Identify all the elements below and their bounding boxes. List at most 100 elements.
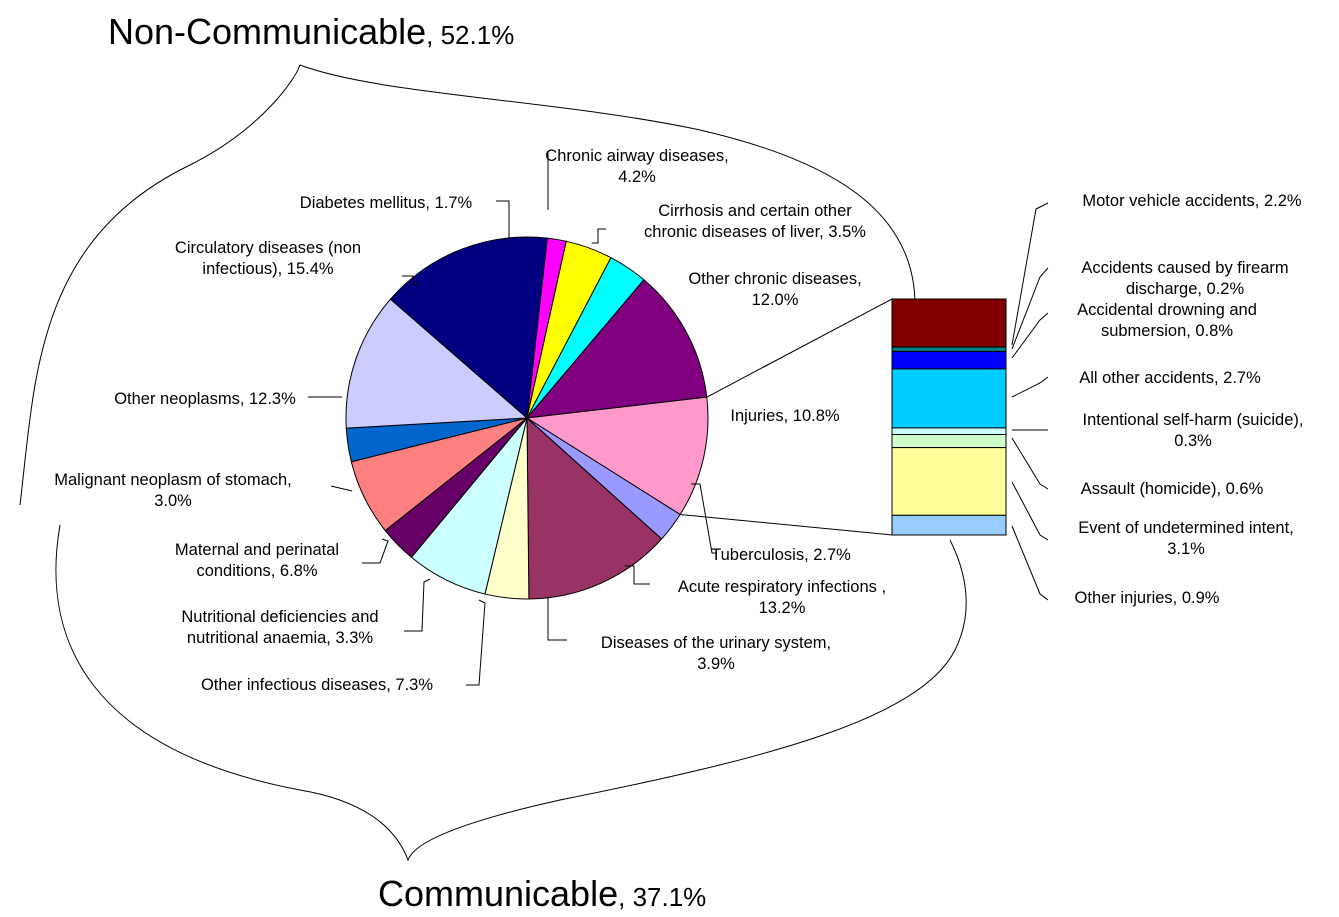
- leader-lines: [308, 152, 1049, 686]
- chart_data.pie-leader-5: [691, 483, 717, 554]
- chart_data.bar-label-6: Event of undetermined intent, 3.1%: [1078, 519, 1294, 558]
- chart_data.bar-leader-6: [1011, 481, 1049, 541]
- chart_data.pie-leader-6: [625, 565, 650, 585]
- chart_data.bar-label-2-line-0: Accidental drowning and: [1077, 301, 1257, 319]
- chart_data.pie-label-9: Nutritional deficiencies and nutritional …: [181, 608, 378, 647]
- chart_data.pie-leader-0: [496, 200, 510, 240]
- chart_data.pie-leader-7: [547, 597, 567, 641]
- chart_data.pie-label-3-line-0: Other chronic diseases,: [688, 270, 861, 288]
- chart_data.bar-leader-3: [1011, 376, 1049, 398]
- chart_data.pie-label-9-line-1: nutritional anaemia, 3.3%: [187, 629, 374, 647]
- pie-slice-injuries: [525, 396, 709, 516]
- chart_data.bar-label-6-line-1: 3.1%: [1167, 540, 1205, 558]
- chart_data.pie-label-13-line-0: Circulatory diseases (non: [175, 239, 361, 257]
- chart_data.pie-label-11: Malignant neoplasm of stomach, 3.0%: [54, 471, 292, 510]
- bar-segment-intentional-self-harm-suicide: [891, 427, 1007, 435]
- chart_data.pie-label-4-line-0: Injuries, 10.8%: [730, 407, 839, 425]
- chart_data.pie-label-2: Cirrhosis and certain other chronic disea…: [644, 202, 866, 241]
- chart_data.bar-label-4: Intentional self-harm (suicide), 0.3%: [1082, 411, 1303, 450]
- chart_data.pie-label-2-line-0: Cirrhosis and certain other: [658, 202, 852, 220]
- chart_data.bar-label-3: All other accidents, 2.7%: [1079, 369, 1261, 387]
- chart_data.pie-label-5: Tuberculosis, 2.7%: [711, 546, 851, 564]
- pie-slices: [345, 236, 709, 600]
- chart_data.pie-label-9-line-0: Nutritional deficiencies and: [181, 608, 378, 626]
- bar-segment-event-of-undetermined-intent: [891, 447, 1007, 516]
- chart_data.bar-leader-5: [1011, 437, 1049, 490]
- chart_data.bar-leader-2: [1011, 312, 1049, 359]
- chart_data.bar-label-7: Other injuries, 0.9%: [1075, 589, 1220, 607]
- pie-slice-acute-respiratory-infections: [526, 416, 663, 600]
- chart_data.pie-leader-11: [330, 485, 353, 492]
- chart_data.pie-label-10: Maternal and perinatal conditions, 6.8%: [175, 541, 339, 580]
- non-communicable-bracket: [19, 64, 916, 506]
- chart_data.bar-label-1: Accidents caused by firearm discharge, 0.…: [1081, 259, 1288, 298]
- injury-bar-segments: [891, 298, 1007, 536]
- chart_data.bar-label-2: Accidental drowning and submersion, 0.8%: [1077, 301, 1257, 340]
- bar-segment-accidents-caused-by-firearm-discharge: [891, 346, 1007, 352]
- chart_data.pie-label-7: Diseases of the urinary system, 3.9%: [601, 634, 831, 673]
- chart_data.pie-label-3-line-1: 12.0%: [752, 291, 799, 309]
- data-labels: Diabetes mellitus, 1.7% Chronic airway di…: [54, 147, 1303, 694]
- bar-segment-motor-vehicle-accidents: [891, 298, 1007, 348]
- chart_data.pie-label-1-line-1: 4.2%: [618, 168, 656, 186]
- communicable-value: 37.1%: [633, 882, 707, 912]
- chart_data.pie-label-12-line-0: Other neoplasms, 12.3%: [114, 390, 296, 408]
- chart_data.pie-label-3: Other chronic diseases, 12.0%: [688, 270, 861, 309]
- chart_data.pie-label-8: Other infectious diseases, 7.3%: [201, 676, 433, 694]
- chart_data.pie-label-6-line-0: Acute respiratory infections ,: [678, 578, 886, 596]
- chart_data.bar-label-0-line-0: Motor vehicle accidents, 2.2%: [1082, 192, 1302, 210]
- chart_data.pie-label-1-line-0: Chronic airway diseases,: [545, 147, 728, 165]
- chart_data.bar-leader-7: [1011, 525, 1049, 601]
- connector-top: [706, 298, 893, 398]
- non-communicable-value: 52.1%: [441, 20, 515, 50]
- communicable-label: Communicable, 37.1%: [378, 873, 706, 914]
- chart_data.pie-label-7-line-1: 3.9%: [697, 655, 735, 673]
- chart_data.pie-label-5-line-0: Tuberculosis, 2.7%: [711, 546, 851, 564]
- chart_data.pie-leader-8: [466, 599, 486, 686]
- chart_data.pie-label-0-line-0: Diabetes mellitus, 1.7%: [300, 194, 473, 212]
- chart_data.pie-label-0: Diabetes mellitus, 1.7%: [300, 194, 473, 212]
- chart_data.pie-label-1: Chronic airway diseases, 4.2%: [545, 147, 728, 186]
- chart_data.bar-label-2-line-1: submersion, 0.8%: [1101, 322, 1233, 340]
- chart_data.pie-label-10-line-1: conditions, 6.8%: [196, 562, 317, 580]
- chart_data.pie-label-12: Other neoplasms, 12.3%: [114, 390, 296, 408]
- pie-slice-other-chronic-diseases: [525, 279, 708, 419]
- chart_data.pie-label-13: Circulatory diseases (non infectious), 15…: [175, 239, 361, 278]
- chart_data.pie-leader-13: [402, 275, 420, 286]
- non-communicable-label: Non-Communicable, 52.1%: [108, 11, 514, 52]
- chart_data.pie-label-7-line-0: Diseases of the urinary system,: [601, 634, 831, 652]
- pie-slice-other-neoplasms: [345, 298, 529, 429]
- chart_data.pie-leader-2: [592, 228, 606, 244]
- bar-segment-all-other-accidents: [891, 368, 1007, 429]
- chart_data.bar-label-5: Assault (homicide), 0.6%: [1081, 480, 1264, 498]
- chart_data.pie-label-11-line-1: 3.0%: [154, 492, 192, 510]
- non-communicable-name: Non-Communicable: [108, 11, 426, 52]
- chart_data.pie-label-2-line-1: chronic diseases of liver, 3.5%: [644, 223, 866, 241]
- chart_data.pie-label-8-line-0: Other infectious diseases, 7.3%: [201, 676, 433, 694]
- chart_data.pie-label-11-line-0: Malignant neoplasm of stomach,: [54, 471, 292, 489]
- chart_data.bar-leader-0: [1011, 202, 1049, 346]
- chart_data.pie-label-10-line-0: Maternal and perinatal: [175, 541, 339, 559]
- bar-segment-accidental-drowning-and-submersion: [891, 350, 1007, 370]
- chart_data.pie-label-6-line-1: 13.2%: [759, 599, 806, 617]
- chart_data.pie-leader-9: [404, 578, 431, 632]
- chart_data.pie-label-13-line-1: infectious), 15.4%: [202, 260, 333, 278]
- chart_data.bar-label-4-line-0: Intentional self-harm (suicide),: [1082, 411, 1303, 429]
- chart_data.bar-label-6-line-0: Event of undetermined intent,: [1078, 519, 1294, 537]
- communicable-name: Communicable: [378, 873, 618, 914]
- bar-segment-assault-homicide: [891, 433, 1007, 449]
- pie-slice-circulatory-diseases-non-infectious: [389, 236, 548, 420]
- chart_data.bar-label-5-line-0: Assault (homicide), 0.6%: [1081, 480, 1264, 498]
- pie-to-bar-connectors: [680, 298, 893, 536]
- chart_data.bar-label-1-line-1: discharge, 0.2%: [1126, 280, 1245, 298]
- chart_data.bar-label-0: Motor vehicle accidents, 2.2%: [1082, 192, 1302, 210]
- connector-bottom: [680, 514, 893, 536]
- communicable-bracket: [55, 524, 967, 862]
- chart_data.bar-label-7-line-0: Other injuries, 0.9%: [1075, 589, 1220, 607]
- chart_data.pie-label-6: Acute respiratory infections , 13.2%: [678, 578, 886, 617]
- chart_data.pie-label-4: Injuries, 10.8%: [730, 407, 839, 425]
- chart_data.pie-leader-10: [362, 538, 389, 564]
- chart_data.bar-label-1-line-0: Accidents caused by firearm: [1081, 259, 1288, 277]
- bar-segment-other-injuries: [891, 514, 1007, 536]
